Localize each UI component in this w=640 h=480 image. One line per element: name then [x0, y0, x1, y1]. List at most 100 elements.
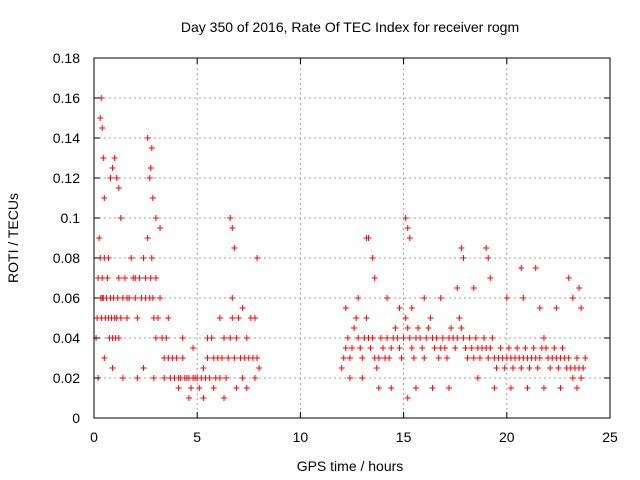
data-point: [144, 135, 151, 141]
data-point: [114, 295, 121, 301]
data-point: [150, 375, 157, 381]
data-point: [576, 285, 583, 291]
plot-frame: [93, 57, 611, 419]
data-point: [223, 375, 230, 381]
y-tick-label: 0.02: [53, 370, 80, 386]
data-point: [227, 215, 234, 221]
data-point: [119, 375, 126, 381]
data-point: [384, 335, 391, 341]
data-point: [573, 355, 580, 361]
data-point: [493, 365, 500, 371]
data-point: [369, 255, 376, 261]
data-point: [443, 355, 450, 361]
data-point: [351, 325, 358, 331]
data-point: [460, 335, 467, 341]
y-axis-label: ROTI / TECUs: [5, 193, 21, 283]
data-point: [458, 325, 465, 331]
data-point: [152, 335, 159, 341]
data-point: [433, 335, 440, 341]
data-point: [569, 375, 576, 381]
data-point: [553, 305, 560, 311]
data-point: [503, 295, 510, 301]
data-point: [540, 335, 547, 341]
data-point: [251, 375, 258, 381]
data-point: [505, 345, 512, 351]
data-point: [406, 335, 413, 341]
data-point: [99, 295, 106, 301]
data-point: [396, 345, 403, 351]
data-point: [540, 385, 547, 391]
data-point: [104, 275, 111, 281]
data-point: [377, 335, 384, 341]
data-point: [464, 355, 471, 361]
data-point: [404, 325, 411, 331]
data-point: [115, 335, 122, 341]
data-point: [415, 325, 422, 331]
data-point: [404, 225, 411, 231]
data-point: [149, 195, 156, 201]
data-point: [173, 355, 180, 361]
data-point: [254, 355, 261, 361]
data-point: [338, 365, 345, 371]
data-point: [231, 245, 238, 251]
data-point: [105, 255, 112, 261]
data-point: [365, 235, 372, 241]
data-point: [520, 295, 527, 301]
data-point: [161, 375, 168, 381]
data-point: [233, 385, 240, 391]
data-point: [154, 315, 161, 321]
data-point: [379, 345, 386, 351]
data-point: [200, 395, 207, 401]
data-point: [227, 335, 234, 341]
data-point: [235, 315, 242, 321]
data-point: [97, 115, 104, 121]
y-tick-label: 0: [72, 410, 80, 426]
data-point: [229, 225, 236, 231]
data-point: [109, 365, 116, 371]
y-tick-label: 0.12: [53, 170, 80, 186]
data-point: [218, 355, 225, 361]
data-point: [569, 295, 576, 301]
data-point: [412, 385, 419, 391]
y-tick-label: 0.08: [53, 250, 80, 266]
data-point: [225, 355, 232, 361]
grid-lines: [94, 58, 610, 418]
data-point: [216, 375, 223, 381]
data-point: [435, 355, 442, 361]
data-point: [188, 385, 195, 391]
data-point: [410, 355, 417, 361]
data-point: [359, 355, 366, 361]
data-point: [353, 315, 360, 321]
data-point: [421, 355, 428, 361]
data-point: [429, 385, 436, 391]
data-point: [462, 345, 469, 351]
data-point: [565, 355, 572, 361]
data-point: [384, 295, 391, 301]
data-point: [439, 335, 446, 341]
y-tick-label: 0.18: [53, 50, 80, 66]
data-point: [115, 185, 122, 191]
data-point: [419, 345, 426, 351]
data-point: [216, 315, 223, 321]
data-point: [507, 385, 514, 391]
data-point: [229, 295, 236, 301]
data-point: [185, 395, 192, 401]
data-point: [243, 385, 250, 391]
data-point: [231, 355, 238, 361]
data-point: [147, 275, 154, 281]
data-point: [474, 375, 481, 381]
data-point: [101, 195, 108, 201]
data-point: [132, 275, 139, 281]
data-point: [99, 275, 106, 281]
data-point: [509, 365, 516, 371]
data-point: [357, 345, 364, 351]
data-point: [256, 365, 263, 371]
x-tick-label: 10: [293, 429, 309, 445]
data-point: [555, 365, 562, 371]
x-tick-label: 20: [499, 429, 515, 445]
data-point: [204, 335, 211, 341]
data-point: [152, 215, 159, 221]
data-point: [452, 345, 459, 351]
data-point: [147, 165, 154, 171]
